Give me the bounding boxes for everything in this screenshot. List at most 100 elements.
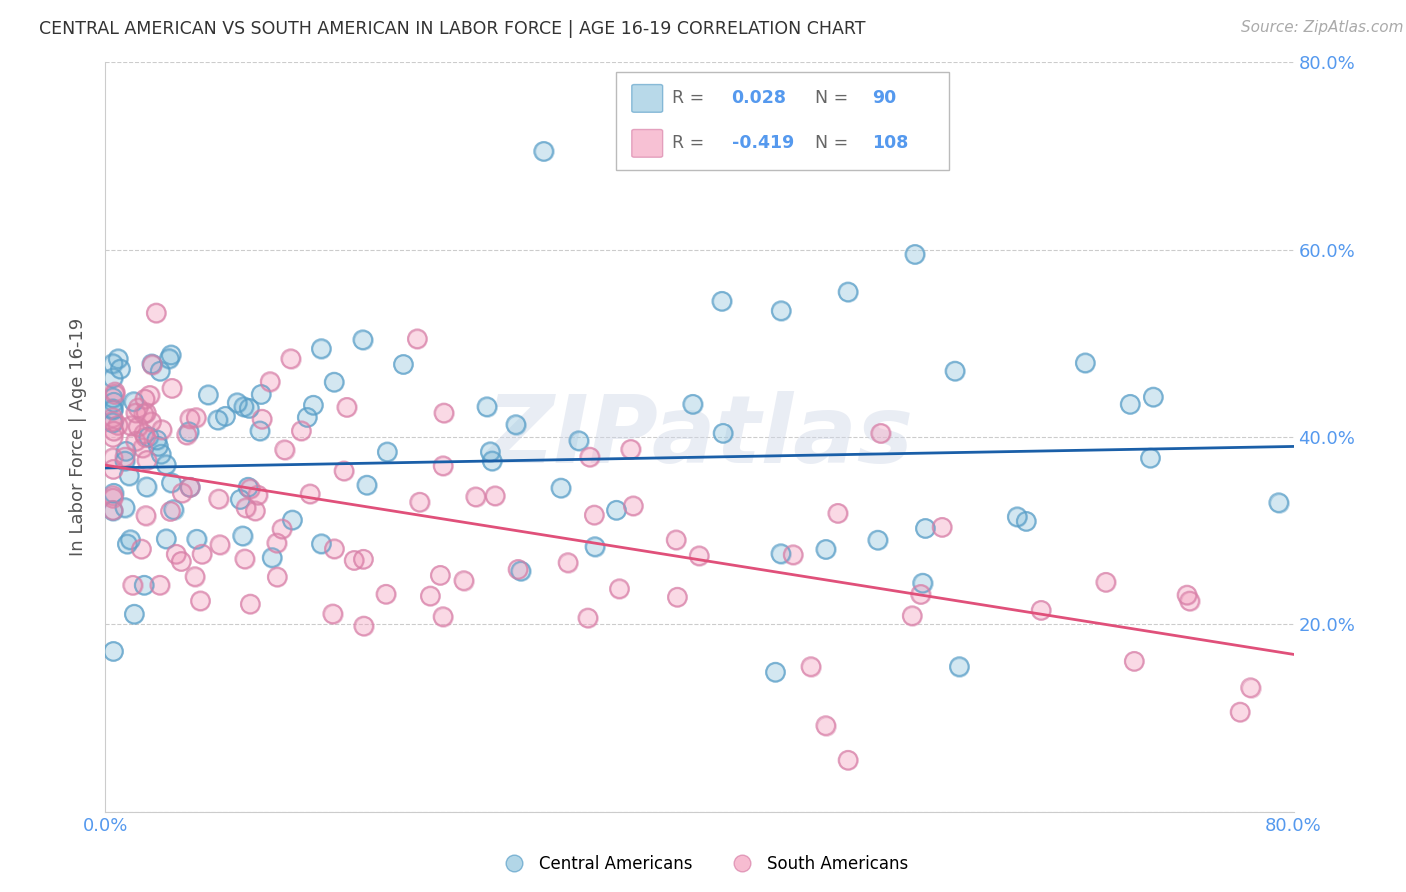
Point: [280, 351, 302, 366]
Point: [931, 520, 953, 534]
Point: [1123, 654, 1146, 668]
Point: [101, 430, 124, 444]
Point: [392, 358, 415, 372]
Point: [311, 537, 333, 551]
Point: [869, 426, 891, 441]
Point: [226, 395, 249, 409]
Point: [266, 570, 288, 584]
Point: [118, 468, 141, 483]
Point: [110, 362, 132, 376]
Point: [1094, 575, 1116, 590]
Point: [239, 597, 262, 611]
Point: [132, 407, 155, 421]
Point: [141, 357, 163, 371]
Point: [576, 611, 599, 625]
Point: [207, 413, 229, 427]
Point: [233, 552, 256, 566]
Point: [311, 537, 333, 551]
Point: [150, 447, 173, 461]
Point: [101, 504, 124, 518]
Point: [127, 419, 149, 434]
Point: [800, 659, 823, 673]
Point: [235, 500, 257, 515]
Point: [578, 450, 600, 464]
Point: [246, 488, 269, 502]
Point: [208, 538, 231, 552]
Text: CENTRAL AMERICAN VS SOUTH AMERICAN IN LABOR FORCE | AGE 16-19 CORRELATION CHART: CENTRAL AMERICAN VS SOUTH AMERICAN IN LA…: [39, 20, 866, 37]
Point: [769, 547, 792, 561]
Point: [177, 425, 200, 439]
Point: [782, 548, 804, 562]
Point: [1239, 681, 1261, 695]
Point: [375, 445, 398, 459]
Point: [103, 644, 125, 658]
Point: [910, 587, 932, 601]
Point: [115, 444, 138, 458]
Point: [101, 416, 124, 430]
Point: [322, 607, 344, 621]
Point: [101, 503, 124, 517]
Point: [550, 481, 572, 495]
Point: [578, 450, 600, 464]
Point: [481, 454, 503, 468]
Point: [484, 489, 506, 503]
Point: [479, 444, 502, 458]
Point: [711, 426, 734, 441]
Text: N =: N =: [814, 89, 848, 107]
Legend: Central Americans, South Americans: Central Americans, South Americans: [491, 848, 915, 880]
Point: [155, 458, 177, 472]
Point: [134, 578, 156, 592]
Point: [229, 492, 252, 507]
Point: [138, 388, 160, 402]
Point: [271, 522, 294, 536]
Point: [406, 332, 429, 346]
Point: [120, 418, 142, 433]
Point: [250, 387, 273, 401]
Point: [135, 480, 157, 494]
Point: [101, 410, 124, 425]
Point: [1267, 496, 1289, 510]
Point: [155, 532, 177, 546]
Point: [101, 410, 124, 425]
Point: [814, 542, 837, 557]
Point: [157, 351, 180, 366]
Point: [190, 594, 212, 608]
Point: [666, 590, 689, 604]
Point: [352, 552, 374, 566]
Point: [101, 504, 124, 518]
Point: [101, 371, 124, 385]
Point: [299, 487, 322, 501]
Point: [125, 406, 148, 420]
Point: [114, 450, 136, 464]
Point: [406, 332, 429, 346]
Point: [245, 504, 267, 518]
Point: [682, 397, 704, 411]
Point: [1142, 390, 1164, 404]
Point: [101, 450, 124, 465]
Point: [605, 503, 627, 517]
Point: [162, 502, 184, 516]
Point: [179, 480, 201, 494]
Point: [184, 569, 207, 583]
Point: [186, 410, 208, 425]
Point: [239, 597, 262, 611]
Point: [1029, 603, 1052, 617]
Point: [103, 462, 125, 476]
Point: [475, 400, 498, 414]
Point: [179, 411, 201, 425]
Point: [135, 430, 157, 444]
Point: [138, 430, 160, 444]
Point: [101, 391, 124, 405]
Point: [904, 247, 927, 261]
Text: 90: 90: [872, 89, 896, 107]
Point: [453, 574, 475, 588]
Point: [479, 444, 502, 458]
Point: [135, 430, 157, 444]
Point: [1229, 705, 1251, 719]
Point: [124, 607, 146, 622]
Point: [191, 547, 214, 561]
Point: [688, 549, 710, 563]
Point: [356, 478, 378, 492]
Point: [114, 454, 136, 468]
Point: [145, 433, 167, 447]
